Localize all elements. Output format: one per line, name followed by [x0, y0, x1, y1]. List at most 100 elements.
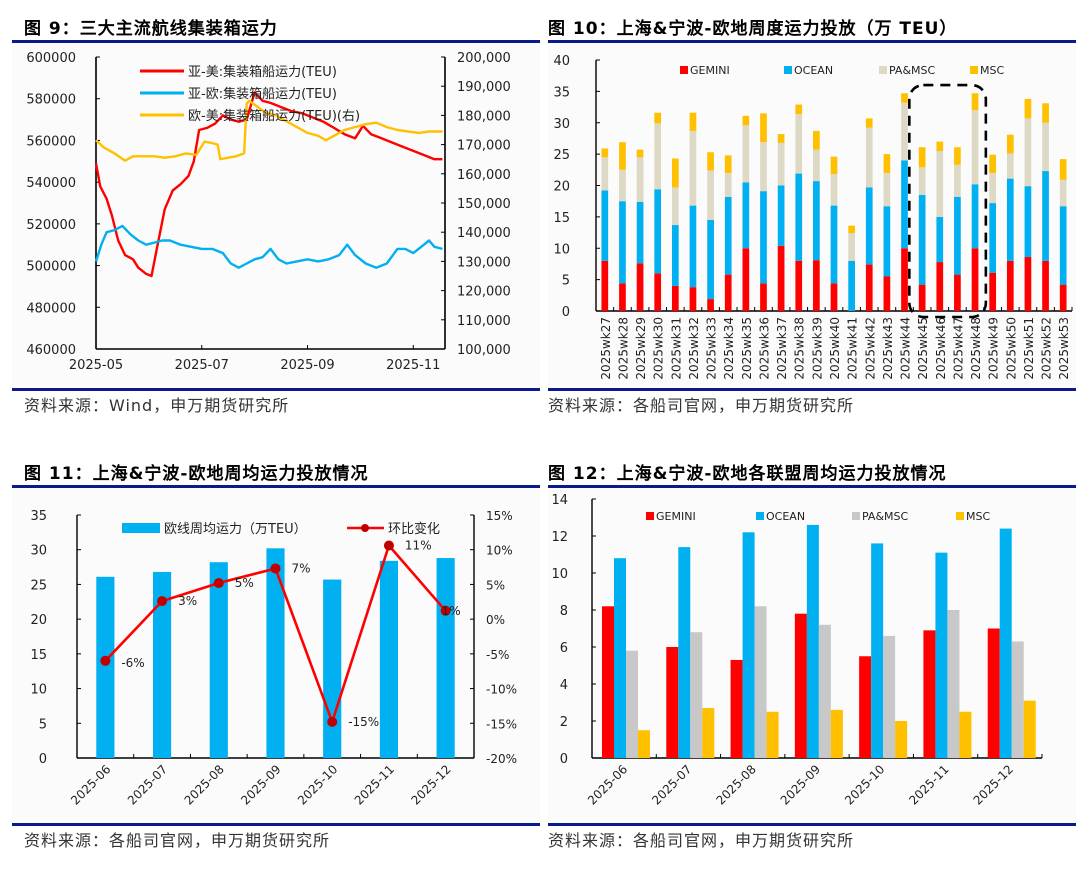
- bar-gemini: [619, 283, 626, 311]
- bar-msc: [883, 154, 891, 173]
- y-left-tick-label: 30: [30, 544, 47, 559]
- y-left-tick-label: 10: [30, 683, 47, 698]
- y-tick-label: 25: [553, 148, 570, 163]
- y-tick-label: 20: [553, 180, 570, 195]
- bar-ocean: [954, 196, 961, 275]
- bar-weekly-capacity: [209, 562, 228, 758]
- bar-pamsc: [848, 233, 855, 261]
- x-tick-label: 2025wk46: [934, 317, 948, 380]
- legend-label: MSC: [966, 510, 990, 523]
- bar-pamsc: [918, 167, 926, 195]
- bar-pamsc: [626, 650, 638, 758]
- x-tick-label: 2025wk49: [987, 317, 1001, 380]
- bar-gemini: [742, 248, 750, 311]
- bar-msc: [1042, 103, 1049, 123]
- bar-gemini: [636, 263, 644, 311]
- x-tick-label: 2025-12: [408, 762, 453, 807]
- source-rule: [548, 823, 1076, 826]
- bar-ocean: [742, 532, 755, 758]
- bar-gemini: [730, 659, 743, 758]
- y-right-tick-label: 150,000: [457, 197, 511, 212]
- legend-label: GEMINI: [656, 510, 696, 523]
- grouped-bar-chart-fig12: 0 2 4 6 8 10 12 14 2025-06 2025-07 2025-08 2025-09 2…: [551, 493, 1043, 808]
- y-tick-label: 0: [560, 752, 568, 767]
- bar-gemini: [954, 274, 961, 311]
- y-tick-label: 4: [560, 678, 568, 693]
- figure-11: 图 11：上海&宁波-欧地周均运力投放情况 0 5 10 15 20 25 30 35 -20%…: [12, 445, 540, 856]
- bar-gemini: [671, 285, 679, 311]
- x-tick-label: 2025wk29: [634, 317, 648, 380]
- bar-gemini: [830, 283, 838, 311]
- x-tick-label: 2025wk31: [669, 317, 683, 380]
- x-tick-label: 2025-05: [69, 358, 123, 373]
- bar-msc: [654, 112, 662, 124]
- y-tick-label: 14: [551, 493, 568, 508]
- bar-pamsc: [724, 172, 732, 197]
- bar-gemini: [1059, 284, 1067, 311]
- x-tick-label: 2025wk27: [599, 317, 613, 380]
- title-rule: [12, 40, 540, 43]
- bar-ocean: [777, 185, 785, 246]
- x-tick-label: 2025-10: [842, 762, 887, 807]
- y-right-tick-label: 160,000: [457, 168, 511, 183]
- chart-area: 0 5 10 15 20 25 30 35 -20% -15% -10% -5% 0% 5% 10% 15% 2…: [12, 488, 540, 823]
- bar-msc: [1023, 700, 1036, 758]
- bar-gemini: [1042, 260, 1049, 311]
- legend-swatch: [122, 523, 160, 533]
- bar-msc: [1059, 159, 1067, 180]
- y-right-tick-label: 5%: [486, 578, 505, 592]
- y-left-tick-label: 460000: [26, 343, 76, 358]
- legend-swatch: [646, 512, 654, 520]
- bar-gemini: [859, 656, 872, 758]
- bar-ocean: [871, 543, 884, 758]
- data-label: 5%: [235, 576, 254, 590]
- data-label: -6%: [121, 656, 144, 670]
- data-label: 11%: [405, 539, 432, 553]
- x-tick-label: 2025wk47: [951, 317, 965, 380]
- x-tick-label: 2025-11: [906, 762, 951, 807]
- data-label: 1%: [442, 604, 461, 618]
- x-tick-label: 2025-09: [778, 762, 823, 807]
- y-right-tick-label: 15%: [486, 509, 513, 523]
- legend-swatch: [879, 66, 887, 74]
- y-tick-label: 30: [553, 117, 570, 132]
- y-tick-label: 8: [560, 604, 568, 619]
- bar-msc: [954, 147, 961, 165]
- y-right-tick-label: 200,000: [457, 51, 511, 66]
- mom-change-marker: [157, 596, 168, 607]
- stacked-bar-chart-fig10: 0 5 10 15 20 25 30 35 40 2025wk27 2025wk28 2025wk29…: [553, 54, 1073, 380]
- title-rule: [12, 485, 540, 488]
- y-right-tick-label: -20%: [486, 752, 517, 766]
- y-right-tick-label: 180,000: [457, 109, 511, 124]
- bar-pamsc: [619, 169, 626, 202]
- x-tick-label: 2025wk32: [687, 317, 701, 380]
- series-line-0: [94, 91, 443, 278]
- bar-pamsc: [1011, 641, 1024, 758]
- bar-ocean: [636, 201, 644, 264]
- bar-ocean: [989, 203, 997, 273]
- bar-ocean: [999, 528, 1012, 758]
- bar-gemini: [601, 260, 609, 311]
- legend-label: PA&MSC: [862, 510, 909, 523]
- bar-line-chart-fig11: 0 5 10 15 20 25 30 35 -20% -15% -10% -5% 0% 5% 10% 15% 2…: [30, 509, 517, 808]
- title-rule: [548, 485, 1076, 488]
- y-tick-label: 15: [553, 211, 570, 226]
- x-tick-label: 2025-06: [585, 762, 630, 807]
- y-right-tick-label: 0%: [486, 613, 505, 627]
- y-tick-label: 2: [560, 715, 568, 730]
- bar-msc: [989, 154, 997, 173]
- legend-marker: [361, 524, 369, 532]
- legend-swatch: [756, 512, 764, 520]
- bar-msc: [936, 141, 944, 151]
- x-tick-label: 2025wk40: [828, 317, 842, 380]
- x-tick-label: 2025wk35: [740, 317, 754, 380]
- x-tick-label: 2025wk44: [899, 317, 913, 380]
- figure-12: 图 12：上海&宁波-欧地各联盟周均运力投放情况 0 2 4 6 8 10 12 14 2025…: [548, 445, 1076, 856]
- x-tick-label: 2025-11: [352, 762, 397, 807]
- y-tick-label: 10: [551, 567, 568, 582]
- bar-ocean: [935, 552, 948, 758]
- figure-9: 图 9：三大主流航线集装箱运力 460000 480000 500000 520000…: [12, 0, 540, 421]
- bar-ocean: [614, 558, 626, 758]
- bar-msc: [1006, 134, 1014, 154]
- y-tick-label: 6: [560, 641, 568, 656]
